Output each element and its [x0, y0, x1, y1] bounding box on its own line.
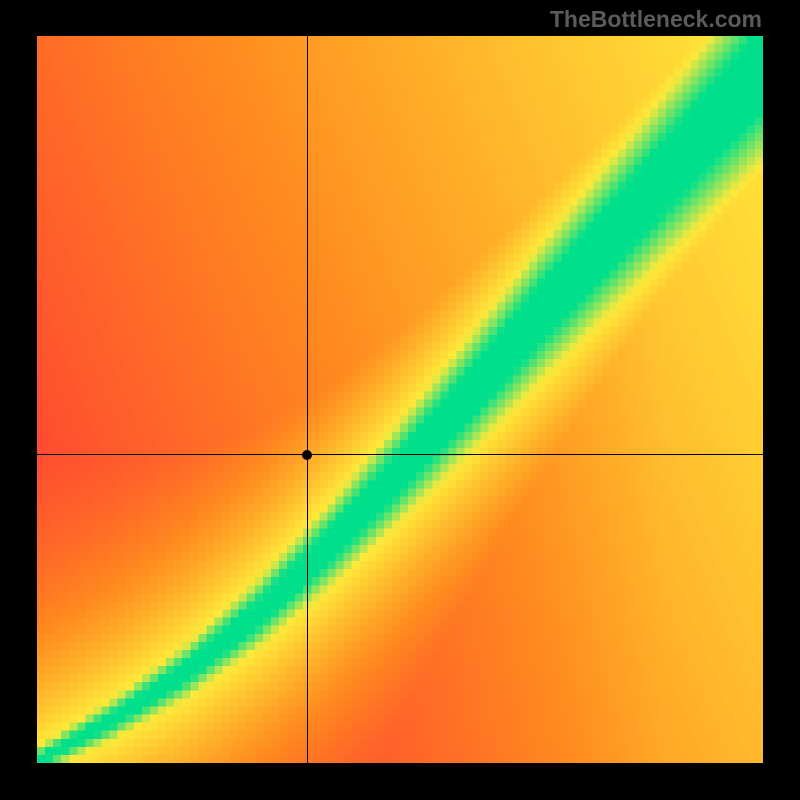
watermark-text: TheBottleneck.com [550, 6, 762, 33]
chart-container: TheBottleneck.com [0, 0, 800, 800]
heatmap-plot [37, 36, 763, 763]
crosshair-horizontal [37, 454, 763, 455]
crosshair-vertical [307, 36, 308, 763]
crosshair-marker [302, 450, 312, 460]
